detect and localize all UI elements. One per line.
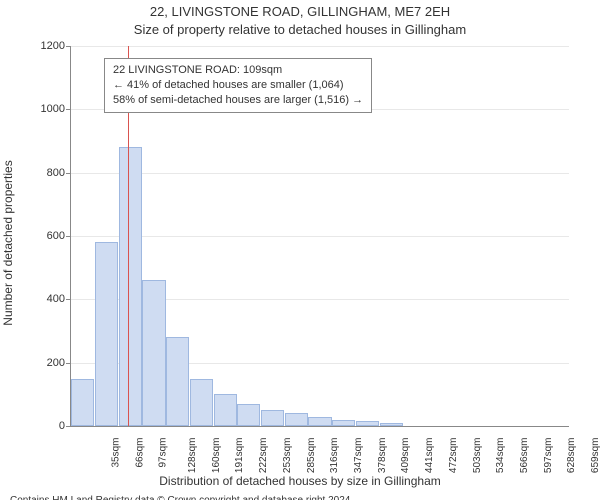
y-tick-label: 1000 bbox=[15, 103, 65, 115]
x-tick-label: 160sqm bbox=[211, 438, 222, 474]
y-tick-label: 600 bbox=[15, 230, 65, 242]
y-tick-mark bbox=[66, 109, 71, 110]
x-tick-label: 253sqm bbox=[282, 438, 293, 474]
histogram-bar bbox=[332, 420, 355, 426]
y-tick-mark bbox=[66, 363, 71, 364]
x-tick-label: 378sqm bbox=[377, 438, 388, 474]
y-tick-mark bbox=[66, 299, 71, 300]
gridline bbox=[71, 46, 569, 47]
x-tick-label: 66sqm bbox=[134, 438, 145, 468]
x-tick-label: 503sqm bbox=[472, 438, 483, 474]
chart-subtitle: Size of property relative to detached ho… bbox=[0, 22, 600, 37]
y-tick-label: 400 bbox=[15, 293, 65, 305]
info-line-1: 22 LIVINGSTONE ROAD: 109sqm bbox=[113, 63, 363, 78]
chart-title: 22, LIVINGSTONE ROAD, GILLINGHAM, ME7 2E… bbox=[0, 4, 600, 19]
y-tick-mark bbox=[66, 173, 71, 174]
gridline bbox=[71, 173, 569, 174]
x-tick-label: 316sqm bbox=[329, 438, 340, 474]
x-tick-label: 659sqm bbox=[590, 438, 600, 474]
x-tick-label: 472sqm bbox=[448, 438, 459, 474]
x-tick-label: 285sqm bbox=[306, 438, 317, 474]
chart-container: 22, LIVINGSTONE ROAD, GILLINGHAM, ME7 2E… bbox=[0, 0, 600, 500]
x-tick-label: 534sqm bbox=[495, 438, 506, 474]
gridline bbox=[71, 236, 569, 237]
info-line-2: ← 41% of detached houses are smaller (1,… bbox=[113, 78, 363, 93]
info-line-3: 58% of semi-detached houses are larger (… bbox=[113, 93, 363, 108]
x-tick-label: 97sqm bbox=[158, 438, 169, 468]
x-tick-label: 222sqm bbox=[258, 438, 269, 474]
histogram-bar bbox=[142, 280, 165, 426]
y-tick-label: 1200 bbox=[15, 40, 65, 52]
y-tick-mark bbox=[66, 46, 71, 47]
x-tick-label: 566sqm bbox=[519, 438, 530, 474]
histogram-bar bbox=[308, 417, 331, 427]
footnote-line-1: Contains HM Land Registry data © Crown c… bbox=[10, 494, 392, 500]
x-tick-label: 347sqm bbox=[353, 438, 364, 474]
histogram-bar bbox=[95, 242, 118, 426]
histogram-bar bbox=[190, 379, 213, 427]
y-tick-label: 200 bbox=[15, 357, 65, 369]
y-tick-label: 0 bbox=[15, 420, 65, 432]
x-tick-label: 128sqm bbox=[187, 438, 198, 474]
histogram-bar bbox=[214, 394, 237, 426]
histogram-bar bbox=[380, 423, 403, 426]
x-tick-label: 35sqm bbox=[110, 438, 121, 468]
histogram-bar bbox=[71, 379, 94, 427]
histogram-bar bbox=[237, 404, 260, 426]
histogram-bar bbox=[285, 413, 308, 426]
histogram-bar bbox=[261, 410, 284, 426]
histogram-bar bbox=[166, 337, 189, 426]
marker-info-box: 22 LIVINGSTONE ROAD: 109sqm ← 41% of det… bbox=[104, 58, 372, 113]
histogram-bar bbox=[119, 147, 142, 426]
x-tick-label: 628sqm bbox=[567, 438, 578, 474]
x-tick-label: 191sqm bbox=[235, 438, 246, 474]
histogram-bar bbox=[356, 421, 379, 426]
x-tick-label: 409sqm bbox=[401, 438, 412, 474]
y-axis-label: Number of detached properties bbox=[1, 160, 15, 325]
y-tick-label: 800 bbox=[15, 167, 65, 179]
y-tick-mark bbox=[66, 236, 71, 237]
y-tick-mark bbox=[66, 426, 71, 427]
footnote: Contains HM Land Registry data © Crown c… bbox=[10, 494, 392, 500]
x-axis-label: Distribution of detached houses by size … bbox=[0, 474, 600, 488]
x-tick-label: 597sqm bbox=[543, 438, 554, 474]
x-tick-label: 441sqm bbox=[424, 438, 435, 474]
